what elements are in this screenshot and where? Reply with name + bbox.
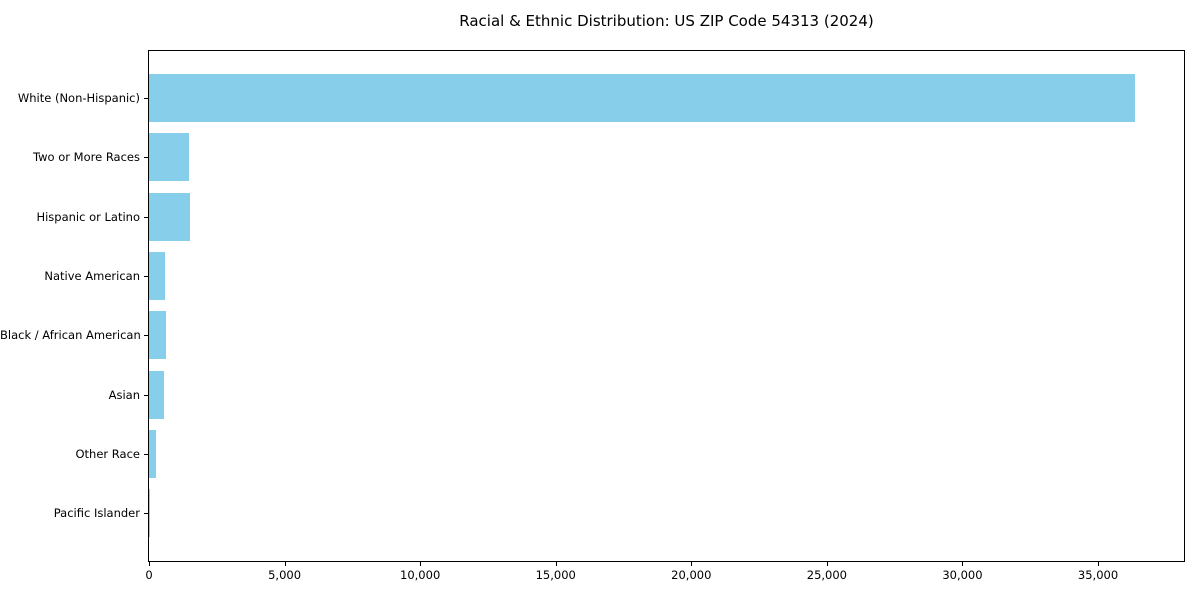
y-tick-label: Black / African American <box>0 328 141 343</box>
y-tick-label: Native American <box>44 268 140 283</box>
x-tick-mark <box>149 562 150 566</box>
x-tick-label: 10,000 <box>400 568 441 582</box>
x-tick-mark <box>555 562 557 566</box>
y-tick-mark <box>144 98 148 99</box>
plot-area <box>148 50 1185 562</box>
x-tick-label: 15,000 <box>535 568 576 582</box>
y-tick-mark <box>144 513 148 515</box>
chart-title: Racial & Ethnic Distribution: US ZIP Cod… <box>459 12 874 30</box>
x-tick-label: 30,000 <box>942 568 983 582</box>
x-tick-mark <box>420 562 422 566</box>
y-tick-mark <box>144 394 148 396</box>
y-tick-mark <box>144 275 148 277</box>
x-tick-mark <box>962 562 964 566</box>
y-tick-label: Hispanic or Latino <box>36 209 140 224</box>
y-tick-label: Other Race <box>75 446 141 461</box>
x-tick-label: 0 <box>145 568 153 582</box>
y-tick-mark <box>144 157 148 159</box>
x-tick-label: 5,000 <box>268 568 302 582</box>
y-tick-mark <box>144 453 148 455</box>
y-tick-label: Asian <box>108 387 140 402</box>
bar-two-or-more-races <box>149 133 189 182</box>
y-tick-mark <box>144 335 148 337</box>
y-tick-label: Pacific Islander <box>53 506 140 521</box>
x-tick-mark <box>826 562 828 566</box>
bar-native-american <box>149 251 166 300</box>
y-tick-mark <box>144 216 148 218</box>
bar-asian <box>149 370 165 419</box>
y-tick-label: Two or More Races <box>33 150 140 165</box>
bar-white-non-hispanic <box>149 74 1135 122</box>
bar-pacific-islander <box>149 489 150 538</box>
x-tick-label: 25,000 <box>806 568 847 582</box>
x-tick-mark <box>1098 562 1100 566</box>
bar-other-race <box>149 429 157 478</box>
bar-black-african-american <box>149 311 167 360</box>
x-tick-mark <box>691 562 693 566</box>
x-tick-mark <box>284 562 286 566</box>
x-tick-label: 20,000 <box>671 568 712 582</box>
bar-hispanic-or-latino <box>149 192 190 241</box>
y-tick-label: White (Non-Hispanic) <box>17 91 140 105</box>
x-tick-label: 35,000 <box>1077 568 1119 582</box>
